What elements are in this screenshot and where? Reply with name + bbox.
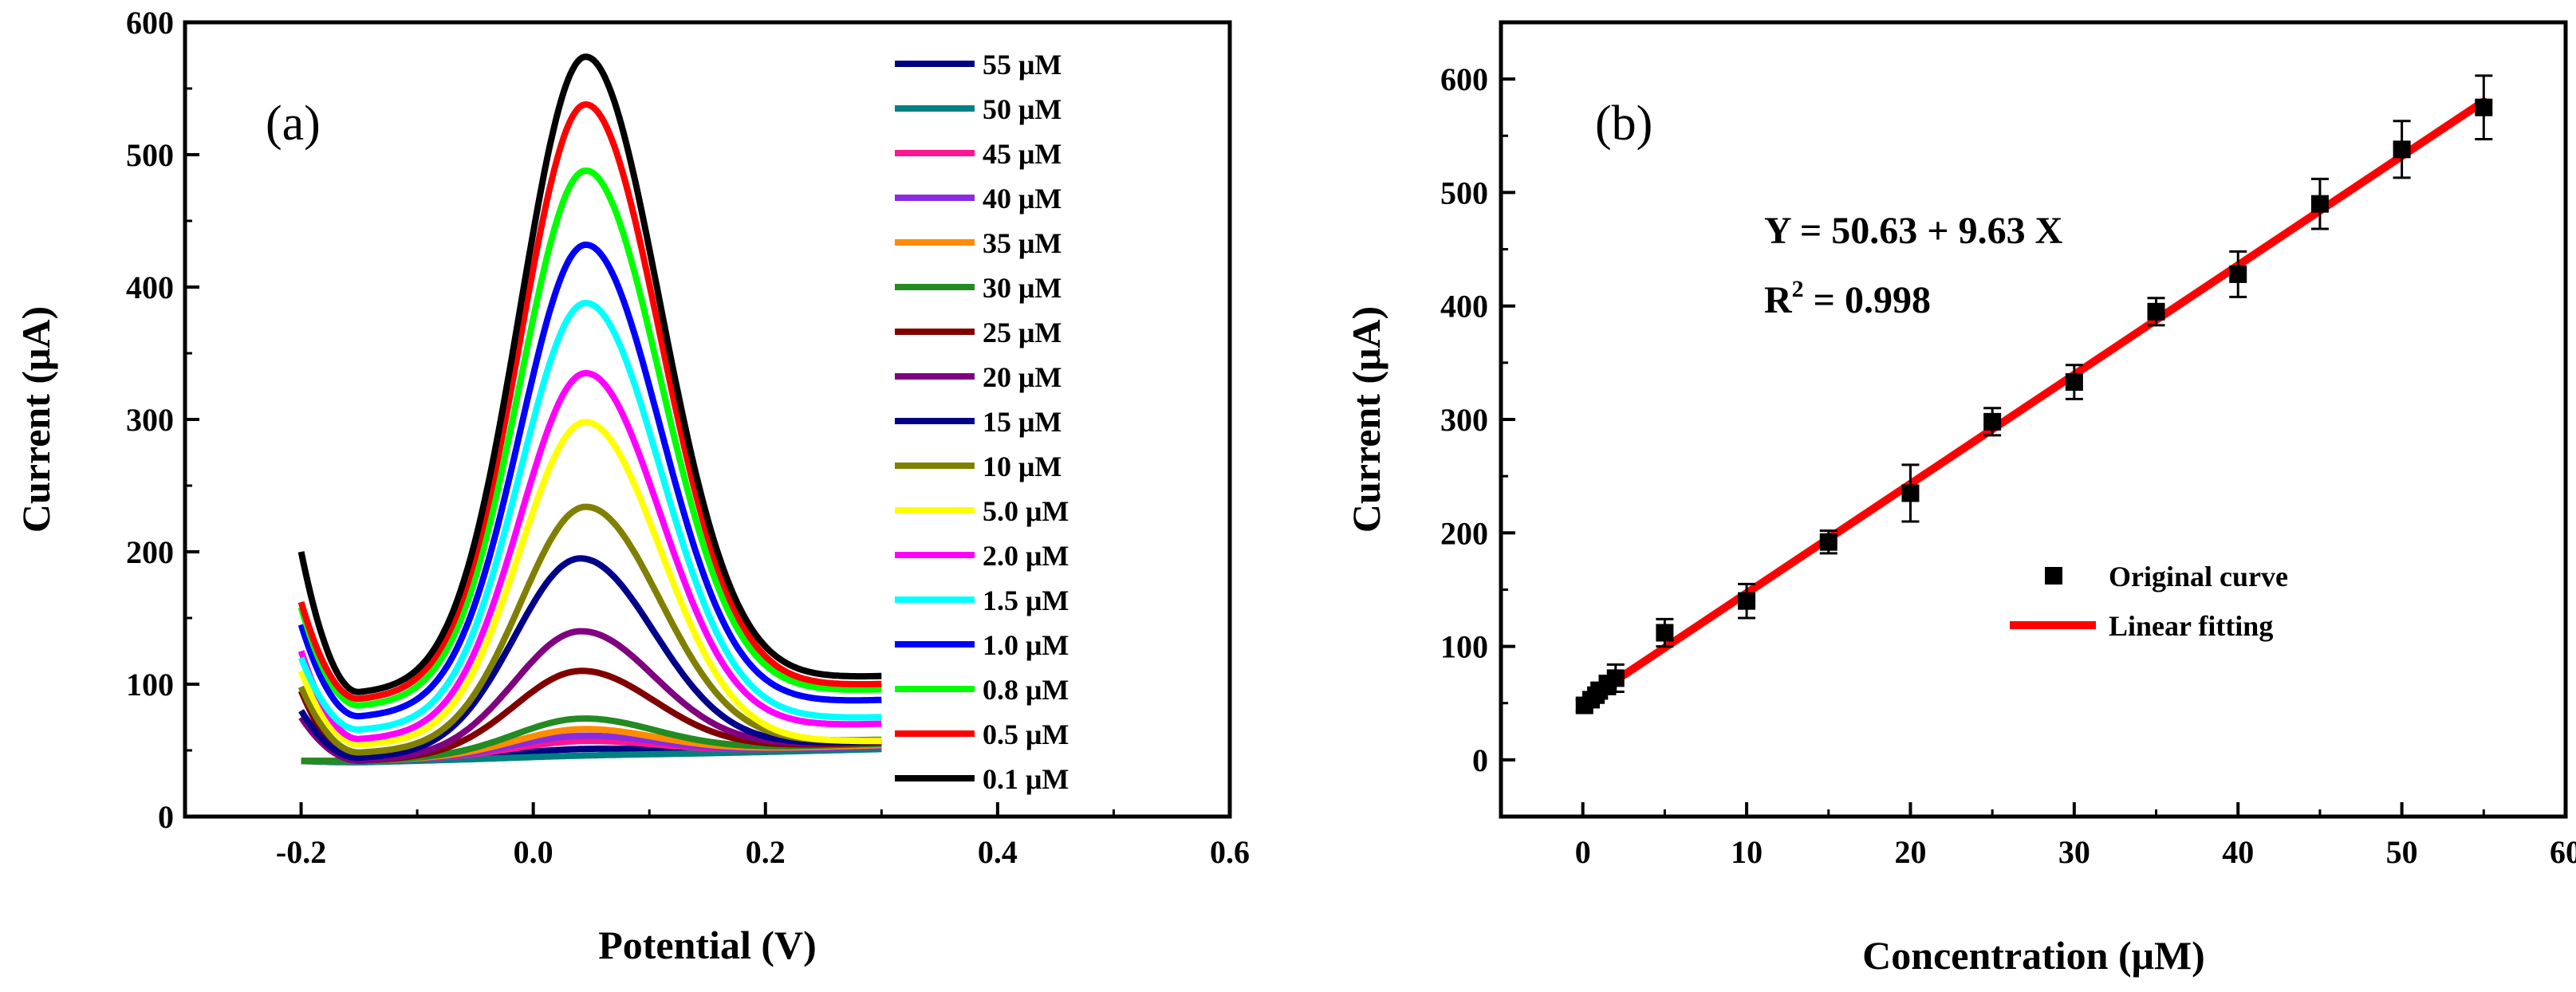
y-tick-label: 400 — [1440, 289, 1488, 325]
legend-label: 45 μM — [983, 138, 1062, 170]
legend-label: 0.8 μM — [983, 674, 1069, 706]
data-point — [2475, 98, 2493, 116]
legend-label: 30 μM — [983, 272, 1062, 304]
x-tick-label: 10 — [1731, 834, 1763, 870]
r-squared-value: = 0.998 — [1804, 279, 1931, 321]
y-tick-label: 100 — [126, 667, 174, 703]
legend-label: 10 μM — [983, 451, 1062, 482]
curve-series — [297, 419, 883, 748]
x-tick-label: -0.2 — [276, 834, 326, 870]
legend-label: 5.0 μM — [983, 495, 1069, 527]
chart-b-legend: Original curve Linear fitting — [2010, 561, 2288, 642]
data-point — [1656, 624, 1674, 642]
r-squared-label: R — [1764, 279, 1793, 321]
legend-label: 25 μM — [983, 317, 1062, 348]
chart-a-y-axis-title: Current (μA) — [14, 306, 58, 533]
legend-label: 40 μM — [983, 183, 1062, 215]
chart-b-points — [1575, 74, 2493, 714]
chart-a-legend: 55 μM 50 μM 45 μM 40 μM 35 μM 30 μM 25 μM 20 μM… — [895, 49, 1069, 795]
legend-label: 0.5 μM — [983, 718, 1069, 750]
curve-series — [297, 101, 883, 703]
data-point — [2393, 140, 2411, 159]
data-point — [1606, 669, 1625, 687]
legend-label: Original curve — [2109, 561, 2288, 592]
x-tick-label: 0 — [1575, 834, 1591, 870]
chart-a-ticks: -0.2 0.0 0.2 0.4 0.6 0 100 200 300 400 500 600 — [126, 5, 1250, 870]
chart-b-fit — [1578, 97, 2488, 707]
y-tick-label: 300 — [126, 402, 174, 438]
r-squared-superscript: 2 — [1792, 276, 1804, 302]
y-tick-label: 200 — [126, 534, 174, 570]
curve-series — [297, 299, 883, 733]
curve-series — [298, 555, 883, 762]
chart-a-panel-label: (a) — [266, 96, 321, 151]
data-point — [1901, 484, 1920, 502]
x-tick-label: 0.0 — [514, 834, 553, 870]
curve-series — [297, 241, 883, 720]
x-tick-label: 0.4 — [978, 834, 1018, 870]
legend-label: 2.0 μM — [983, 540, 1069, 572]
legend-label: 20 μM — [983, 361, 1062, 393]
y-tick-label: 500 — [126, 137, 174, 173]
chart-b-x-axis-title: Concentration (μM) — [1862, 933, 2205, 978]
legend-label: 35 μM — [983, 227, 1062, 259]
y-tick-label: 0 — [158, 799, 174, 835]
legend-label: 15 μM — [983, 406, 1062, 438]
chart-a-curves — [297, 53, 883, 766]
chart-b-panel-label: (b) — [1595, 96, 1652, 151]
legend-label: 50 μM — [983, 93, 1062, 125]
legend-label: Linear fitting — [2109, 610, 2273, 642]
y-tick-label: 100 — [1440, 629, 1488, 665]
legend-label: 0.1 μM — [983, 763, 1069, 795]
x-tick-label: 0.2 — [746, 834, 786, 870]
x-tick-label: 20 — [1894, 834, 1926, 870]
y-tick-label: 500 — [1440, 175, 1488, 211]
r-squared: R2 = 0.998 — [1764, 276, 1931, 321]
legend-marker — [2045, 567, 2062, 585]
fit-equation: Y = 50.63 + 9.63 X — [1764, 210, 2063, 252]
y-tick-label: 0 — [1472, 742, 1488, 778]
legend-label: 1.5 μM — [983, 585, 1069, 616]
data-point — [2229, 265, 2247, 283]
x-tick-label: 0.6 — [1210, 834, 1250, 870]
y-tick-label: 600 — [1440, 61, 1488, 97]
legend-label: 55 μM — [983, 49, 1062, 81]
curve-series — [297, 369, 883, 742]
legend-label: 1.0 μM — [983, 629, 1069, 661]
y-tick-label: 300 — [1440, 402, 1488, 438]
curve-series — [297, 53, 883, 695]
y-tick-label: 200 — [1440, 515, 1488, 551]
chart-b-y-axis-title: Current (μA) — [1344, 306, 1388, 533]
curve-series — [297, 167, 883, 709]
x-tick-label: 60 — [2550, 834, 2576, 870]
chart-a-x-axis-title: Potential (V) — [598, 923, 817, 967]
x-tick-label: 40 — [2222, 834, 2254, 870]
x-tick-label: 50 — [2386, 834, 2418, 870]
data-point — [2310, 195, 2329, 213]
data-point — [2147, 302, 2165, 321]
data-point — [1819, 533, 1837, 551]
data-point — [1738, 592, 1756, 610]
data-point — [2065, 373, 2083, 392]
chart-a: -0.2 0.0 0.2 0.4 0.6 0 100 200 300 400 500 600 55 μ… — [14, 5, 1250, 967]
x-tick-label: 30 — [2058, 834, 2090, 870]
y-tick-label: 600 — [126, 5, 174, 41]
y-tick-label: 400 — [126, 270, 174, 305]
data-point — [1983, 412, 2002, 431]
fit-line — [1578, 97, 2488, 707]
